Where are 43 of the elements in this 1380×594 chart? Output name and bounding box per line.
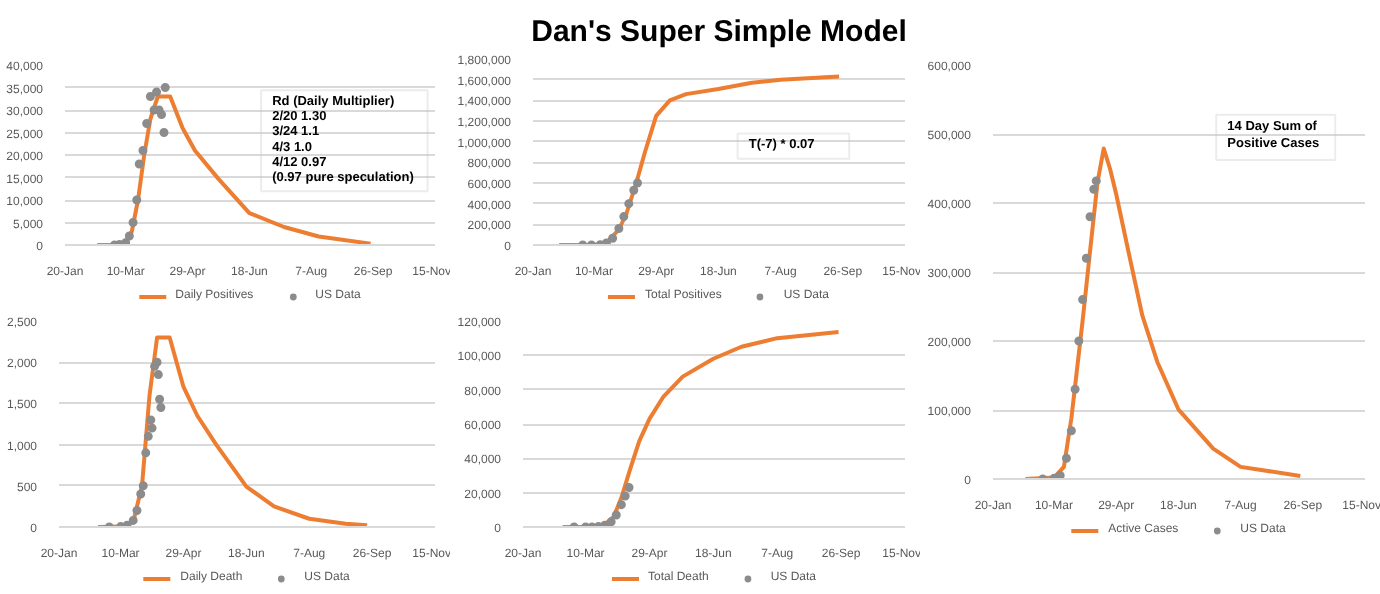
point	[157, 110, 167, 119]
point	[146, 415, 156, 425]
point	[1078, 295, 1088, 305]
point	[136, 489, 146, 499]
point	[1091, 176, 1101, 186]
line-series	[560, 329, 841, 527]
point	[1070, 384, 1080, 394]
point	[147, 423, 157, 433]
point	[1066, 426, 1076, 436]
point	[1074, 336, 1084, 346]
line-series	[557, 74, 842, 245]
chart-title: Dan's Super Simple Model	[531, 15, 907, 49]
point	[143, 431, 153, 441]
point	[132, 506, 142, 516]
point	[1089, 184, 1099, 194]
line-series	[95, 335, 370, 527]
point	[138, 146, 148, 155]
point	[138, 481, 148, 491]
point	[624, 199, 634, 209]
point	[141, 448, 151, 458]
point	[633, 178, 643, 188]
line-series	[1023, 146, 1303, 479]
point	[128, 218, 138, 227]
point	[1081, 253, 1091, 263]
point	[160, 83, 170, 92]
point	[128, 515, 138, 525]
point	[155, 394, 165, 404]
point	[159, 128, 169, 137]
point	[608, 233, 618, 243]
point	[619, 212, 629, 222]
point	[153, 370, 163, 380]
point	[145, 92, 155, 101]
point	[124, 231, 134, 241]
point	[1055, 471, 1065, 479]
point	[614, 223, 624, 233]
point	[142, 119, 152, 128]
point	[134, 159, 144, 169]
point	[132, 195, 142, 205]
point	[1085, 212, 1095, 222]
point	[629, 185, 639, 195]
point	[1061, 453, 1071, 463]
point	[156, 403, 166, 413]
point	[152, 87, 162, 97]
